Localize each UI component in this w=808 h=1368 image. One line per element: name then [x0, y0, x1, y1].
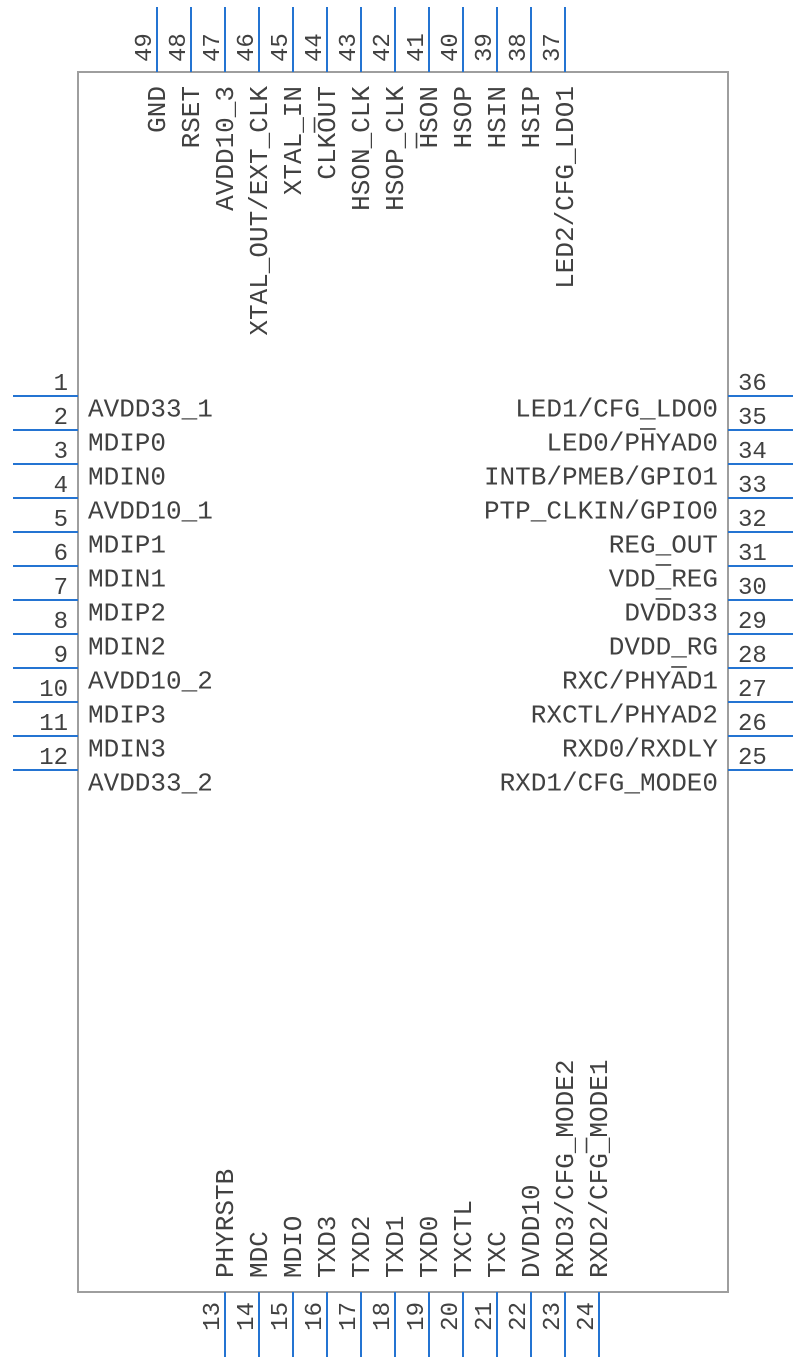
pin-12-number: 12 [39, 745, 68, 772]
pin-23-number: 23 [540, 1302, 567, 1331]
pin-24-label: RXD2/CFG_MODE1 [585, 1060, 615, 1278]
pin-33-label: PTP_CLKIN/GPIO0 [484, 496, 718, 526]
pin-34-label: INTB/PMEB/GPIO1 [484, 462, 718, 492]
pin-27-label: RXCTL/PHYAD2 [531, 700, 718, 730]
pin-14-label: MDC [245, 1231, 275, 1278]
pin-36-number: 36 [738, 371, 767, 398]
pin-21-number: 21 [472, 1302, 499, 1331]
pin-46-number: 46 [234, 33, 261, 62]
pin-23-label: RXD3/CFG_MODE2 [551, 1060, 581, 1278]
pin-32-number: 32 [738, 507, 767, 534]
pin-13-number: 13 [200, 1302, 227, 1331]
pin-25-number: 25 [738, 745, 767, 772]
pin-44-label: CLKOUT [313, 86, 343, 180]
pin-41-label: HSON [415, 86, 445, 148]
pin-30-label: DVDD33 [624, 598, 718, 628]
pin-46-label: XTAL_OUT/EXT_CLK [245, 86, 275, 336]
pin-6-number: 6 [54, 541, 68, 568]
pin-20-label: TXCTL [449, 1200, 479, 1278]
pin-35-number: 35 [738, 405, 767, 432]
pin-4-label: AVDD10_1 [88, 496, 213, 526]
pin-41-number: 41 [404, 33, 431, 62]
pin-20-number: 20 [438, 1302, 465, 1331]
pin-9-label: AVDD10_2 [88, 666, 213, 696]
pin-34-number: 34 [738, 439, 767, 466]
pin-43-number: 43 [336, 33, 363, 62]
pin-33-number: 33 [738, 473, 767, 500]
pin-3-label: MDIN0 [88, 462, 166, 492]
pin-28-label: RXC/PHYAD1 [562, 666, 718, 696]
pin-15-number: 15 [268, 1302, 295, 1331]
pin-27-number: 27 [738, 677, 767, 704]
pin-37-label: LED2/CFG_LDO1 [551, 86, 581, 289]
pin-22-label: DVDD10 [517, 1184, 547, 1278]
pin-45-number: 45 [268, 33, 295, 62]
pin-22-number: 22 [506, 1302, 533, 1331]
pin-18-number: 18 [370, 1302, 397, 1331]
chip-pinout-diagram: 1 AVDD33_1 2 MDIP0 3 MDIN0 4 AVDD10_1 5 MDIP1 6 MDI… [0, 0, 808, 1368]
pin-49-number: 49 [132, 33, 159, 62]
pin-31-label: VDD_REG [609, 564, 718, 594]
pin-21-label: TXC [483, 1231, 513, 1278]
pin-11-number: 11 [39, 711, 68, 738]
pin-40-number: 40 [438, 33, 465, 62]
pin-45-label: XTAL_IN [279, 86, 309, 195]
pin-3-number: 3 [54, 439, 68, 466]
pin-48-number: 48 [166, 33, 193, 62]
pin-30-number: 30 [738, 575, 767, 602]
pin-10-number: 10 [39, 677, 68, 704]
pin-8-number: 8 [54, 609, 68, 636]
pin-14-number: 14 [234, 1302, 261, 1331]
pin-16-label: TXD3 [313, 1216, 343, 1278]
pin-24-number: 24 [574, 1302, 601, 1331]
pin-37-number: 37 [540, 33, 567, 62]
pin-29-label: DVDD_RG [609, 632, 718, 662]
pin-9-number: 9 [54, 643, 68, 670]
pin-31-number: 31 [738, 541, 767, 568]
pin-35-label: LED0/PHYAD0 [546, 428, 718, 458]
pin-2-number: 2 [54, 405, 68, 432]
pin-44-number: 44 [302, 33, 329, 62]
pin-48-label: RSET [177, 86, 207, 148]
pin-32-label: REG_OUT [609, 530, 718, 560]
pin-26-number: 26 [738, 711, 767, 738]
pin-6-label: MDIN1 [88, 564, 166, 594]
pin-47-number: 47 [200, 33, 227, 62]
pin-39-number: 39 [472, 33, 499, 62]
pin-49-label: GND [143, 86, 173, 133]
pin-19-number: 19 [404, 1302, 431, 1331]
pin-1-label: AVDD33_1 [88, 394, 213, 424]
pin-15-label: MDIO [279, 1216, 309, 1278]
pin-16-number: 16 [302, 1302, 329, 1331]
pin-11-label: MDIN3 [88, 734, 166, 764]
pin-17-number: 17 [336, 1302, 363, 1331]
pin-5-label: MDIP1 [88, 530, 166, 560]
pin-40-label: HSOP [449, 86, 479, 148]
pin-39-label: HSIN [483, 86, 513, 148]
pin-29-number: 29 [738, 609, 767, 636]
pin-7-label: MDIP2 [88, 598, 166, 628]
pin-38-number: 38 [506, 33, 533, 62]
pin-2-label: MDIP0 [88, 428, 166, 458]
pin-10-label: MDIP3 [88, 700, 166, 730]
pin-12-label: AVDD33_2 [88, 768, 213, 798]
pin-4-number: 4 [54, 473, 68, 500]
pin-8-label: MDIN2 [88, 632, 166, 662]
pin-19-label: TXD0 [415, 1216, 445, 1278]
pin-42-label: HSOP_CLK [381, 86, 411, 211]
pin-43-label: HSON_CLK [347, 86, 377, 211]
pin-17-label: TXD2 [347, 1216, 377, 1278]
pin-5-number: 5 [54, 507, 68, 534]
pin-18-label: TXD1 [381, 1216, 411, 1278]
pin-47-label: AVDD10_3 [211, 86, 241, 211]
pin-26-label: RXD0/RXDLY [562, 734, 718, 764]
pin-25-label: RXD1/CFG_MODE0 [500, 768, 718, 798]
pin-36-label: LED1/CFG_LDO0 [515, 394, 718, 424]
pin-38-label: HSIP [517, 86, 547, 148]
pin-28-number: 28 [738, 643, 767, 670]
pin-13-label: PHYRSTB [211, 1169, 241, 1278]
pin-1-number: 1 [54, 371, 68, 398]
pin-42-number: 42 [370, 33, 397, 62]
pin-7-number: 7 [54, 575, 68, 602]
